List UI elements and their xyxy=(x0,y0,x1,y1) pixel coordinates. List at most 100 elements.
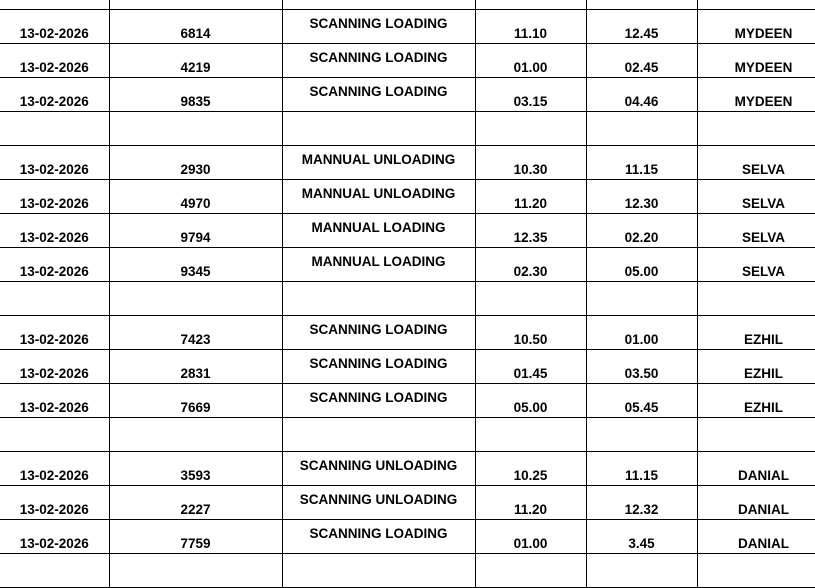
start-time-cell[interactable]: 03.15 xyxy=(474,77,587,112)
end-time-cell[interactable]: 05.45 xyxy=(585,383,698,418)
start-time-cell[interactable]: 10.25 xyxy=(474,451,587,486)
date-cell[interactable]: 13-02-2026 xyxy=(0,349,110,384)
start-time-cell[interactable] xyxy=(474,281,587,316)
name-cell[interactable]: DANIAL xyxy=(696,519,815,554)
id-cell[interactable] xyxy=(108,553,283,588)
end-time-cell[interactable]: 3.45 xyxy=(585,519,698,554)
start-time-cell[interactable]: 11.20 xyxy=(474,485,587,520)
name-cell[interactable]: EZHIL xyxy=(696,383,815,418)
name-cell[interactable]: DANIAL xyxy=(696,451,815,486)
start-time-cell[interactable] xyxy=(474,111,587,146)
activity-cell[interactable]: SCANNING LOADING xyxy=(281,43,476,78)
start-time-cell[interactable]: 01.00 xyxy=(474,43,587,78)
name-cell[interactable]: SELVA xyxy=(696,247,815,282)
id-cell[interactable]: 3593 xyxy=(108,451,283,486)
activity-cell[interactable]: SCANNING LOADING xyxy=(281,315,476,350)
end-time-cell[interactable]: 02.20 xyxy=(585,213,698,248)
start-time-cell[interactable]: 12.35 xyxy=(474,213,587,248)
end-time-cell[interactable]: 12.45 xyxy=(585,9,698,44)
id-cell[interactable]: 7669 xyxy=(108,383,283,418)
name-cell[interactable]: MYDEEN xyxy=(696,43,815,78)
activity-cell[interactable]: MANNUAL UNLOADING xyxy=(281,145,476,180)
id-cell[interactable]: 2930 xyxy=(108,145,283,180)
start-time-cell[interactable]: 11.10 xyxy=(474,9,587,44)
name-cell[interactable] xyxy=(696,111,815,146)
date-cell[interactable] xyxy=(0,281,110,316)
activity-cell[interactable] xyxy=(281,111,476,146)
cell[interactable] xyxy=(108,0,283,10)
end-time-cell[interactable]: 12.32 xyxy=(585,485,698,520)
date-cell[interactable]: 13-02-2026 xyxy=(0,145,110,180)
start-time-cell[interactable] xyxy=(474,417,587,452)
end-time-cell[interactable] xyxy=(585,417,698,452)
name-cell[interactable]: MYDEEN xyxy=(696,9,815,44)
end-time-cell[interactable]: 01.00 xyxy=(585,315,698,350)
date-cell[interactable]: 13-02-2026 xyxy=(0,179,110,214)
end-time-cell[interactable]: 05.00 xyxy=(585,247,698,282)
id-cell[interactable]: 7759 xyxy=(108,519,283,554)
id-cell[interactable] xyxy=(108,281,283,316)
activity-cell[interactable]: SCANNING UNLOADING xyxy=(281,485,476,520)
cell[interactable] xyxy=(585,0,698,10)
date-cell[interactable]: 13-02-2026 xyxy=(0,9,110,44)
activity-cell[interactable]: SCANNING LOADING xyxy=(281,383,476,418)
name-cell[interactable]: EZHIL xyxy=(696,349,815,384)
name-cell[interactable] xyxy=(696,281,815,316)
name-cell[interactable]: EZHIL xyxy=(696,315,815,350)
date-cell[interactable] xyxy=(0,553,110,588)
activity-cell[interactable]: SCANNING LOADING xyxy=(281,9,476,44)
cell[interactable] xyxy=(696,0,815,10)
id-cell[interactable]: 9835 xyxy=(108,77,283,112)
name-cell[interactable] xyxy=(696,417,815,452)
name-cell[interactable]: SELVA xyxy=(696,145,815,180)
activity-cell[interactable]: SCANNING LOADING xyxy=(281,349,476,384)
name-cell[interactable]: DANIAL xyxy=(696,485,815,520)
start-time-cell[interactable]: 02.30 xyxy=(474,247,587,282)
end-time-cell[interactable]: 11.15 xyxy=(585,451,698,486)
end-time-cell[interactable]: 03.50 xyxy=(585,349,698,384)
id-cell[interactable]: 7423 xyxy=(108,315,283,350)
date-cell[interactable]: 13-02-2026 xyxy=(0,451,110,486)
end-time-cell[interactable]: 11.15 xyxy=(585,145,698,180)
end-time-cell[interactable] xyxy=(585,281,698,316)
activity-cell[interactable]: SCANNING LOADING xyxy=(281,77,476,112)
start-time-cell[interactable]: 10.50 xyxy=(474,315,587,350)
date-cell[interactable]: 13-02-2026 xyxy=(0,247,110,282)
date-cell[interactable] xyxy=(0,417,110,452)
start-time-cell[interactable]: 01.45 xyxy=(474,349,587,384)
date-cell[interactable]: 13-02-2026 xyxy=(0,43,110,78)
activity-cell[interactable]: SCANNING LOADING xyxy=(281,519,476,554)
end-time-cell[interactable] xyxy=(585,111,698,146)
end-time-cell[interactable] xyxy=(585,553,698,588)
name-cell[interactable]: SELVA xyxy=(696,179,815,214)
start-time-cell[interactable]: 05.00 xyxy=(474,383,587,418)
end-time-cell[interactable]: 12.30 xyxy=(585,179,698,214)
id-cell[interactable]: 6814 xyxy=(108,9,283,44)
id-cell[interactable] xyxy=(108,111,283,146)
id-cell[interactable]: 2831 xyxy=(108,349,283,384)
cell[interactable] xyxy=(281,0,476,10)
cell[interactable] xyxy=(0,0,110,10)
activity-cell[interactable]: MANNUAL LOADING xyxy=(281,247,476,282)
name-cell[interactable]: MYDEEN xyxy=(696,77,815,112)
id-cell[interactable] xyxy=(108,417,283,452)
date-cell[interactable]: 13-02-2026 xyxy=(0,77,110,112)
start-time-cell[interactable] xyxy=(474,553,587,588)
cell[interactable] xyxy=(474,0,587,10)
start-time-cell[interactable]: 10.30 xyxy=(474,145,587,180)
date-cell[interactable]: 13-02-2026 xyxy=(0,315,110,350)
activity-cell[interactable]: MANNUAL UNLOADING xyxy=(281,179,476,214)
id-cell[interactable]: 4970 xyxy=(108,179,283,214)
date-cell[interactable] xyxy=(0,111,110,146)
date-cell[interactable]: 13-02-2026 xyxy=(0,519,110,554)
activity-cell[interactable] xyxy=(281,553,476,588)
start-time-cell[interactable]: 11.20 xyxy=(474,179,587,214)
id-cell[interactable]: 9794 xyxy=(108,213,283,248)
name-cell[interactable] xyxy=(696,553,815,588)
id-cell[interactable]: 2227 xyxy=(108,485,283,520)
activity-cell[interactable]: MANNUAL LOADING xyxy=(281,213,476,248)
id-cell[interactable]: 4219 xyxy=(108,43,283,78)
name-cell[interactable]: SELVA xyxy=(696,213,815,248)
activity-cell[interactable] xyxy=(281,417,476,452)
activity-cell[interactable]: SCANNING UNLOADING xyxy=(281,451,476,486)
